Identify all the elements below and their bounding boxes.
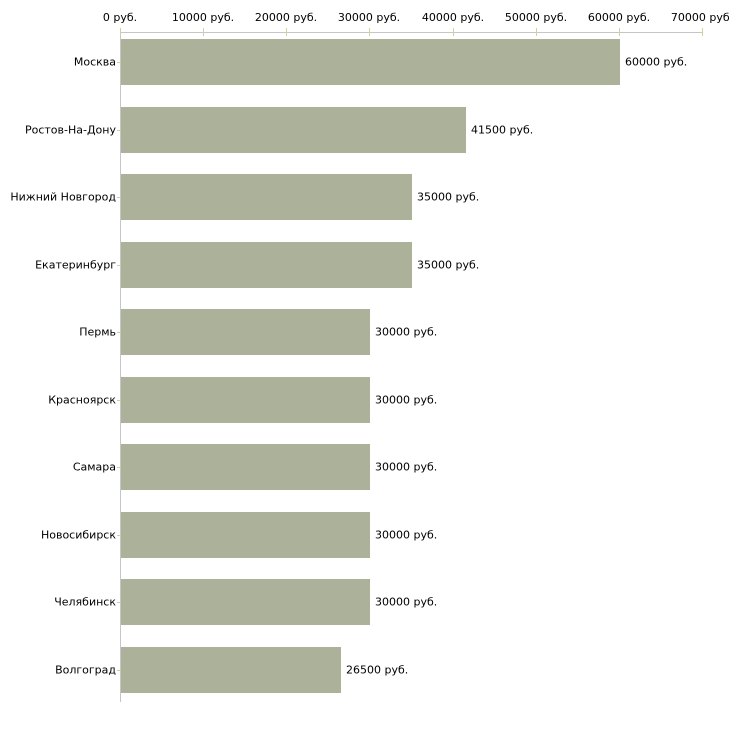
x-axis-line: [120, 32, 703, 33]
x-axis-tick-label: 40000 руб.: [421, 11, 485, 24]
bar: [121, 174, 412, 220]
x-axis-tick-label: 10000 руб.: [171, 11, 235, 24]
bar: [121, 309, 370, 355]
x-axis-tick-label: 50000 руб.: [504, 11, 568, 24]
category-label: Нижний Новгород: [10, 190, 116, 204]
x-axis-tick-label: 30000 руб.: [337, 11, 401, 24]
x-axis-tick-mark: [453, 28, 454, 36]
y-axis-tick-mark: [117, 62, 124, 63]
bar: [121, 377, 370, 423]
y-axis-tick-mark: [117, 265, 124, 266]
category-label: Волгоград: [55, 663, 116, 677]
x-axis-tick-mark: [702, 28, 703, 36]
y-axis-tick-mark: [117, 535, 124, 536]
bar: [121, 242, 412, 288]
x-axis-tick-mark: [286, 28, 287, 36]
category-label: Ростов-На-Дону: [24, 123, 116, 137]
value-label: 30000 руб.: [375, 325, 438, 339]
bar: [121, 647, 341, 693]
x-axis-tick-mark: [369, 28, 370, 36]
bar: [121, 512, 370, 558]
category-label: Самара: [72, 460, 116, 474]
category-label: Челябинск: [54, 595, 116, 609]
value-label: 30000 руб.: [375, 595, 438, 609]
value-label: 35000 руб.: [417, 258, 480, 272]
y-axis-tick-mark: [117, 197, 124, 198]
category-label: Новосибирск: [40, 528, 116, 542]
value-label: 30000 руб.: [375, 460, 438, 474]
value-label: 30000 руб.: [375, 393, 438, 407]
category-label: Москва: [73, 55, 116, 69]
bar: [121, 107, 466, 153]
y-axis-tick-mark: [117, 467, 124, 468]
x-axis-tick-label: 70000 руб.: [670, 11, 730, 24]
y-axis-tick-mark: [117, 670, 124, 671]
x-axis-tick-label: 0 руб.: [102, 11, 138, 24]
x-axis-tick-mark: [619, 28, 620, 36]
x-axis-tick-mark: [120, 28, 121, 36]
y-axis-tick-mark: [117, 130, 124, 131]
category-label: Пермь: [79, 325, 116, 339]
x-axis-tick-mark: [203, 28, 204, 36]
x-axis-tick-mark: [536, 28, 537, 36]
value-label: 60000 руб.: [625, 55, 688, 69]
value-label: 35000 руб.: [417, 190, 480, 204]
x-axis-tick-label: 60000 руб.: [587, 11, 651, 24]
y-axis-tick-mark: [117, 400, 124, 401]
y-axis-line: [120, 32, 121, 702]
value-label: 30000 руб.: [375, 528, 438, 542]
value-label: 41500 руб.: [471, 123, 534, 137]
y-axis-tick-mark: [117, 602, 124, 603]
category-label: Красноярск: [48, 393, 116, 407]
bar: [121, 579, 370, 625]
x-axis-tick-label: 20000 руб.: [254, 11, 318, 24]
value-label: 26500 руб.: [346, 663, 409, 677]
bar: [121, 39, 620, 85]
category-label: Екатеринбург: [35, 258, 116, 272]
bar: [121, 444, 370, 490]
y-axis-tick-mark: [117, 332, 124, 333]
